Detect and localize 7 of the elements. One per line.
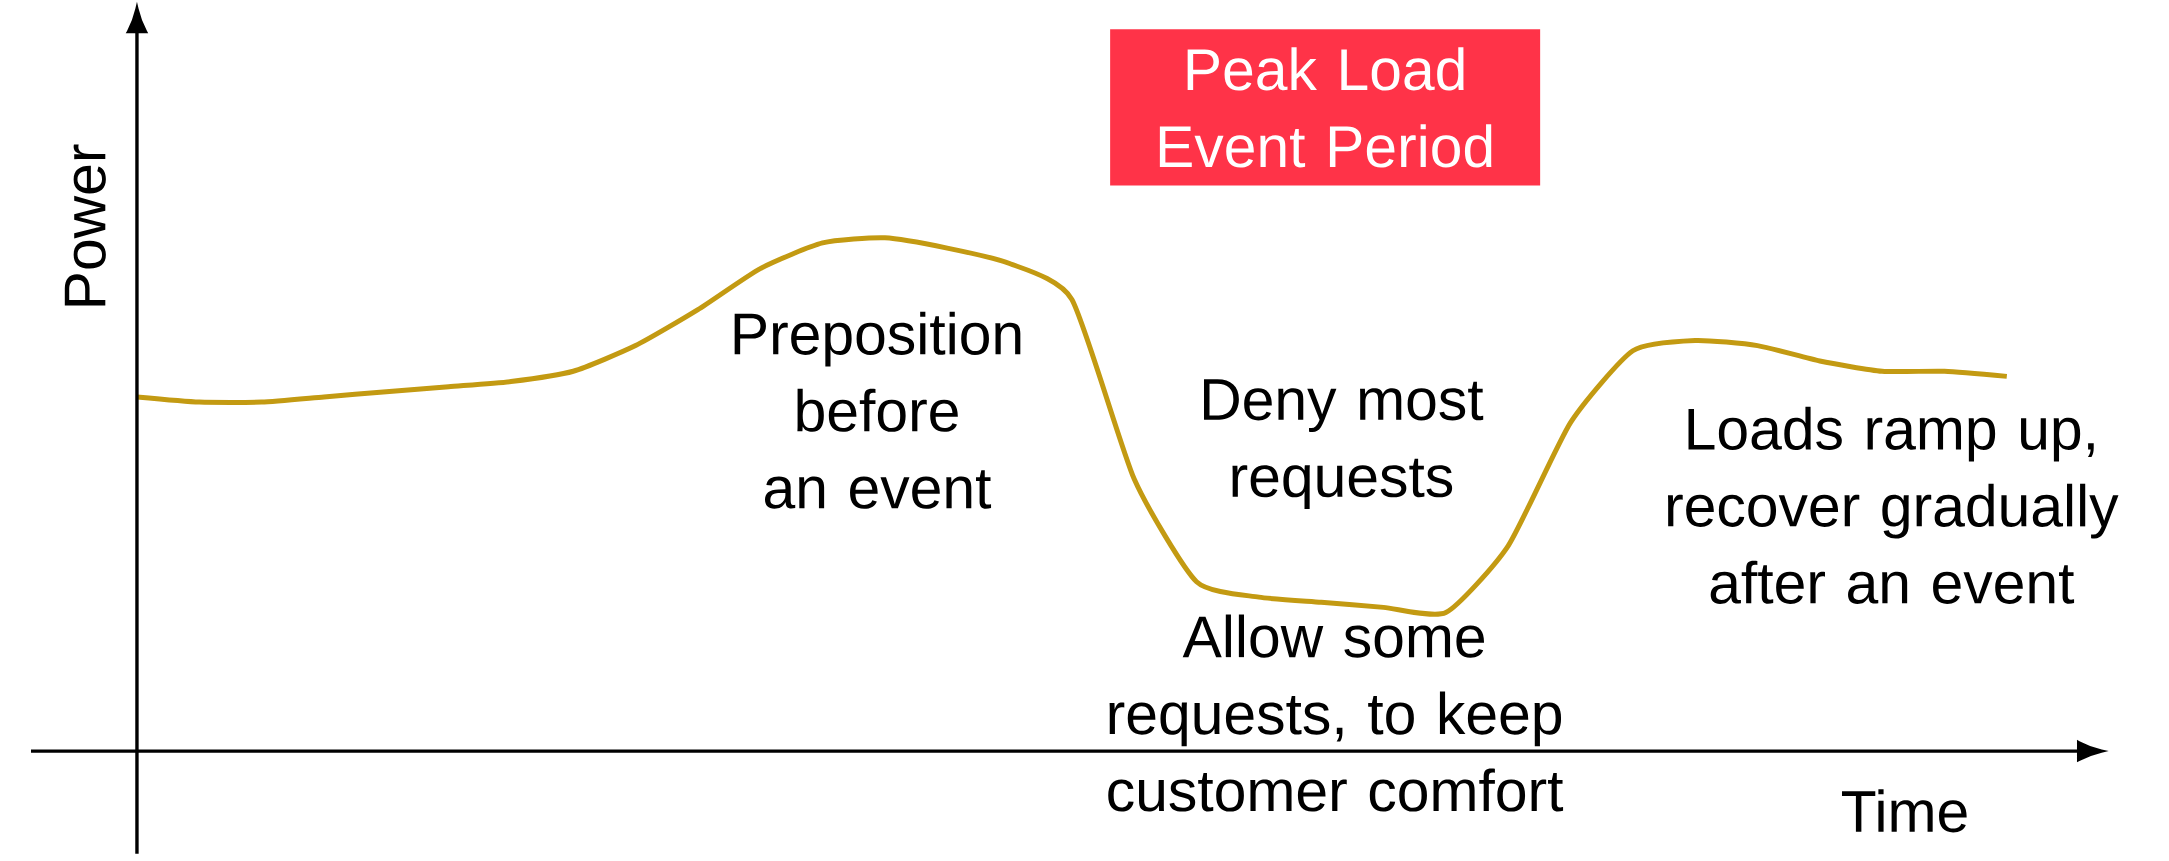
y-axis-title: Power xyxy=(64,144,106,306)
annotation: Preposition before an event xyxy=(734,311,1021,509)
annotation: Deny most requests xyxy=(1204,379,1484,510)
x-axis-title: Time xyxy=(1841,789,1967,833)
text: Peak Load Event Period xyxy=(1159,47,1492,168)
annotation: Allow some requests, to keep customer comfort xyxy=(1108,614,1564,812)
annotation: Loads ramp up, recover gradually after an event xyxy=(1667,406,2119,604)
